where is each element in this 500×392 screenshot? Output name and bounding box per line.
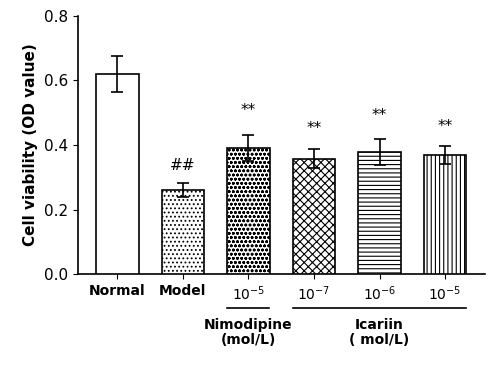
Text: **: ** <box>241 103 256 118</box>
Text: Nimodipine: Nimodipine <box>204 318 293 332</box>
Text: ##: ## <box>170 158 196 173</box>
Bar <box>424 155 467 274</box>
Bar <box>358 152 401 274</box>
Text: **: ** <box>438 119 453 134</box>
Bar <box>96 74 138 274</box>
Text: ( mol/L): ( mol/L) <box>350 333 410 347</box>
Text: **: ** <box>306 121 322 136</box>
Text: (mol/L): (mol/L) <box>221 333 276 347</box>
Bar <box>292 159 336 274</box>
Y-axis label: Cell viability (OD value): Cell viability (OD value) <box>23 44 38 247</box>
Bar <box>227 148 270 274</box>
Bar <box>162 190 204 274</box>
Text: Icariin: Icariin <box>355 318 404 332</box>
Text: **: ** <box>372 108 387 123</box>
